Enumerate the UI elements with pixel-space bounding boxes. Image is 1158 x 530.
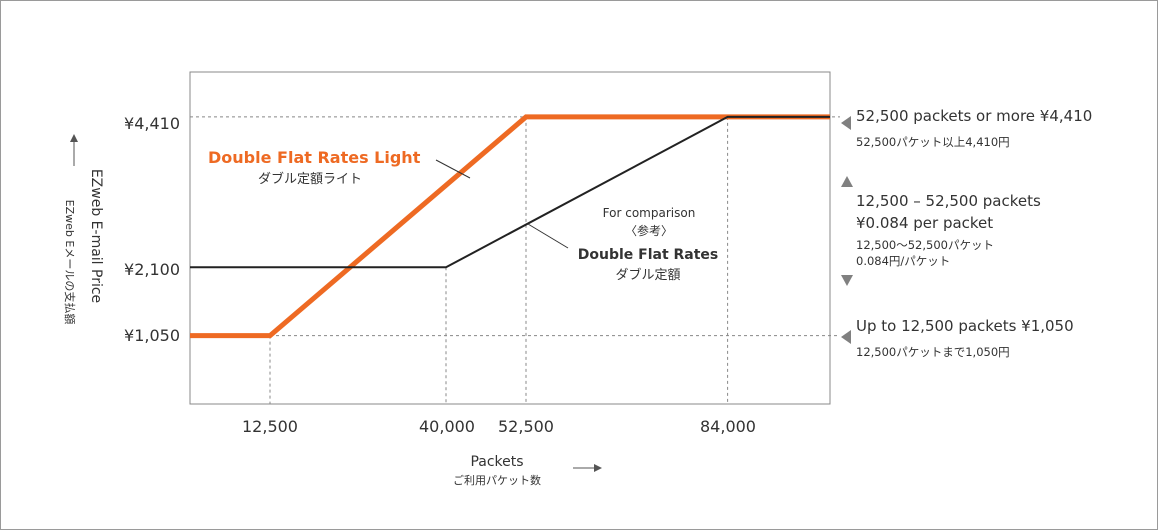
x-axis-title: Packets <box>470 454 523 470</box>
triangle-down-icon <box>841 275 853 286</box>
y-axis-subtitle-group: EZweb Eメールの支払額 <box>63 200 77 325</box>
y-tick-label: ¥4,410 <box>124 114 180 133</box>
triangle-up-icon <box>841 176 853 187</box>
annotation-middle-en2: ¥0.084 per packet <box>856 214 993 232</box>
annotation-middle-en1: 12,500 – 52,500 packets <box>856 192 1041 210</box>
series-line-double-flat-rates <box>190 115 830 269</box>
comparison-label-ja: 〈参考〉 <box>625 223 673 238</box>
series-label-standard: Double Flat Rates <box>578 247 719 263</box>
annotation-bottom-ja: 12,500パケットまで1,050円 <box>856 345 1010 359</box>
leader-line-standard <box>527 223 569 249</box>
x-tick-label: 40,000 <box>419 417 475 436</box>
annotation-middle-ja1: 12,500〜52,500パケット <box>856 238 994 252</box>
plot-area <box>189 71 831 405</box>
series-label-light: Double Flat Rates Light <box>208 148 421 167</box>
leader-line-light <box>435 159 471 179</box>
y-axis-title-group: EZweb E-mail Price <box>88 169 104 303</box>
y-tick-label: ¥2,100 <box>124 260 180 279</box>
comparison-label: For comparison <box>603 206 696 220</box>
annotation-bottom-en: Up to 12,500 packets ¥1,050 <box>856 317 1074 335</box>
series-label-light-ja: ダブル定額ライト <box>258 171 362 187</box>
y-tick-label: ¥1,050 <box>124 326 180 345</box>
series-line-double-flat-rates-light <box>190 114 830 339</box>
x-tick-label: 52,500 <box>498 417 554 436</box>
x-axis-subtitle: ご利用パケット数 <box>453 473 541 487</box>
y-axis-title: EZweb E-mail Price <box>88 169 104 303</box>
triangle-left-icon <box>841 116 851 130</box>
annotation-top-ja: 52,500パケット以上4,410円 <box>856 135 1010 149</box>
x-tick-label: 84,000 <box>700 417 756 436</box>
x-tick-label: 12,500 <box>242 417 298 436</box>
annotation-middle-ja2: 0.084円/パケット <box>856 254 950 268</box>
annotation-top-en: 52,500 packets or more ¥4,410 <box>856 107 1092 125</box>
triangle-left-icon <box>841 330 851 344</box>
y-axis-subtitle: EZweb Eメールの支払額 <box>63 200 77 325</box>
series-label-standard-ja: ダブル定額 <box>615 267 680 283</box>
